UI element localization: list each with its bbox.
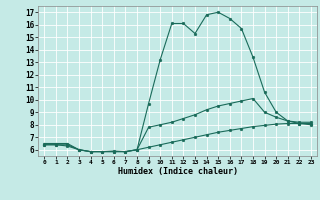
X-axis label: Humidex (Indice chaleur): Humidex (Indice chaleur) bbox=[118, 167, 238, 176]
